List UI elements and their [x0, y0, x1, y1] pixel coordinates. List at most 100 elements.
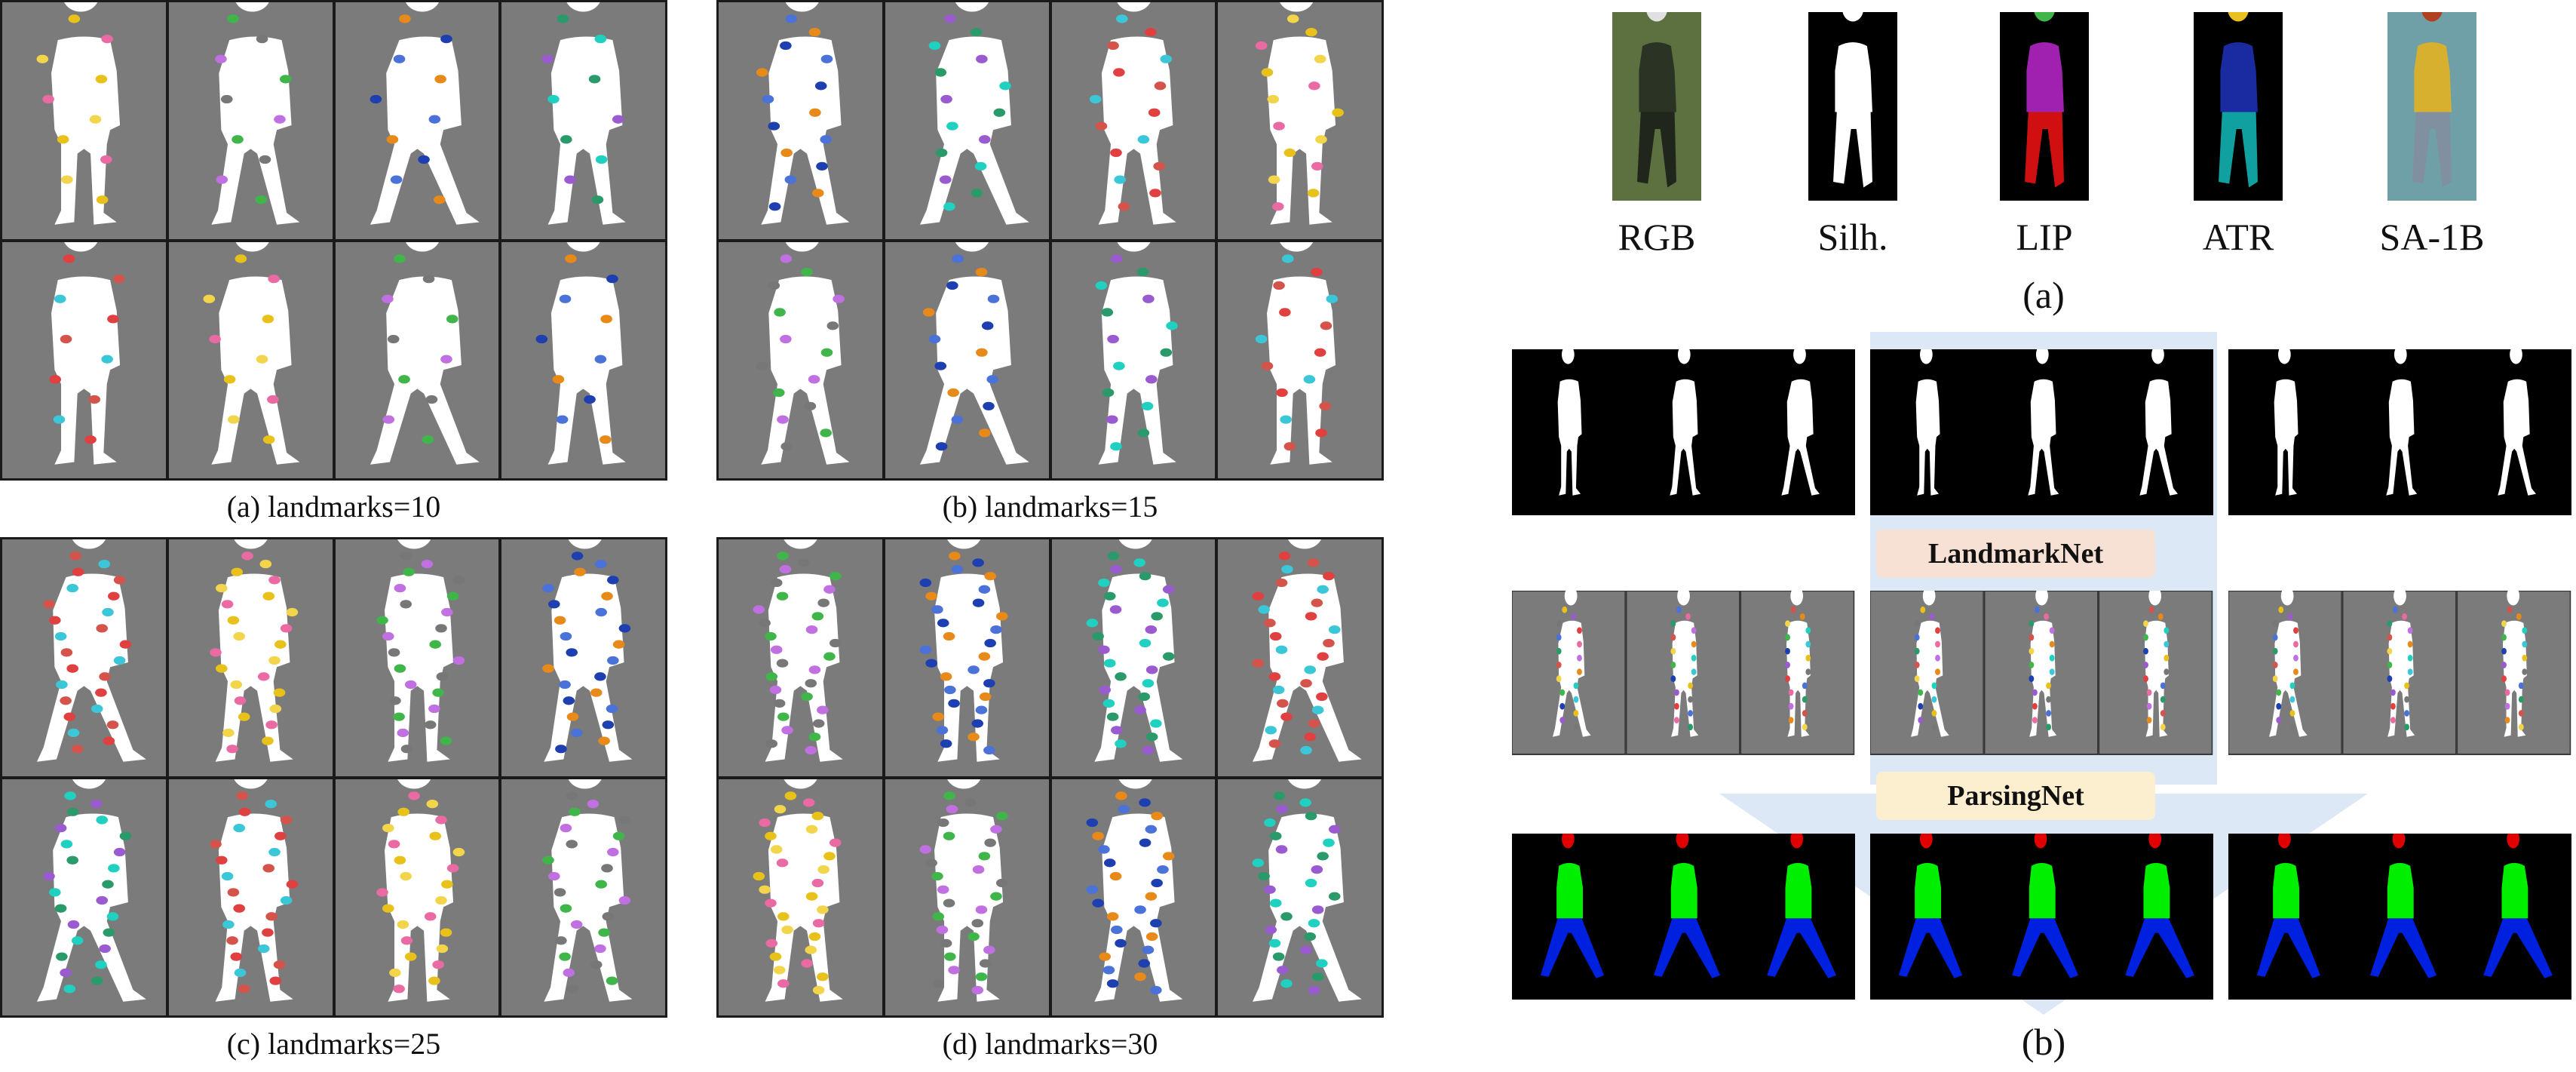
silhouette-frame: [1218, 779, 1382, 1015]
landmark-point: [1109, 441, 1122, 450]
landmark-point: [2287, 613, 2293, 620]
landmark-point: [2390, 689, 2396, 696]
label-sa1b: SA-1B: [2379, 216, 2485, 258]
landmark-point: [95, 75, 108, 84]
pipeline-figure: [1767, 834, 1836, 978]
landmark-point: [66, 855, 79, 865]
landmark-point: [979, 958, 992, 968]
landmark-point: [1268, 672, 1281, 681]
landmark-point: [67, 920, 80, 929]
landmark-point: [1145, 733, 1158, 742]
landmark-point: [934, 68, 946, 77]
landmark-point: [440, 928, 452, 937]
landmark-point: [1273, 281, 1286, 290]
landmark-point: [98, 559, 111, 569]
landmark-point: [613, 831, 625, 840]
landmark-point: [2029, 634, 2035, 641]
landmark-point: [1676, 606, 1682, 613]
silhouette-figure: [211, 241, 300, 465]
landmark-grid-d: [716, 537, 1384, 1018]
landmark-figure: [209, 539, 298, 762]
thumb-silhouette: [1808, 12, 1897, 201]
landmark-point: [931, 871, 943, 880]
thumb-silhouette-image: [1808, 12, 1897, 201]
silhouette-row-3-image: [2274, 349, 2536, 496]
landmark-point: [256, 355, 268, 364]
landmark-point: [268, 656, 281, 665]
landmark-point: [1931, 696, 1937, 703]
landmark-point: [1264, 619, 1276, 628]
landmark-point: [970, 28, 983, 37]
landmark-point: [382, 631, 394, 641]
landmark-point: [993, 108, 1005, 117]
landmark-point: [940, 938, 952, 948]
landmark-point: [1115, 14, 1128, 23]
landmark-point: [594, 672, 606, 681]
landmark-point: [269, 975, 281, 985]
landmark-point: [1670, 675, 1676, 683]
landmark-point: [440, 880, 453, 889]
landmark-point: [584, 395, 596, 404]
landmark-point: [2404, 682, 2410, 690]
landmark-point: [1137, 135, 1149, 144]
landmark-point: [1150, 878, 1163, 887]
landmark-point: [809, 108, 821, 117]
landmark-point: [1165, 321, 1178, 330]
landmark-point: [434, 624, 447, 633]
landmark-point: [2160, 710, 2166, 717]
landmark-figure: [1086, 539, 1182, 762]
landmark-point: [396, 920, 409, 929]
landmark-point: [776, 591, 789, 601]
landmark-point: [1308, 81, 1320, 91]
caption-landmarks-d: (d) landmarks=30: [942, 1027, 1158, 1061]
landmark-point: [1670, 647, 1676, 655]
silhouette-frame: [168, 241, 333, 478]
landmark-point: [1577, 654, 1582, 662]
landmark-point: [422, 274, 434, 283]
landmark-figure: [1252, 779, 1362, 1002]
pipeline-figure: [1740, 591, 1855, 755]
landmark-point: [1918, 689, 1924, 696]
landmark-point: [947, 699, 960, 708]
landmark-point: [99, 672, 111, 681]
landmark-point: [103, 928, 115, 937]
landmark-point: [817, 865, 830, 874]
landmark-point: [1805, 627, 1811, 634]
landmark-point: [1156, 598, 1169, 607]
landmark-figure: [1086, 779, 1182, 1002]
landmark-point: [802, 797, 815, 807]
silhouette-frame: [168, 2, 333, 239]
landmark-point: [231, 567, 243, 576]
landmark-point: [108, 591, 120, 601]
landmark-point: [2387, 662, 2393, 668]
landmark-figure: [36, 779, 146, 1002]
landmark-point: [563, 696, 575, 705]
landmark-point: [829, 638, 842, 648]
landmark-point: [1150, 612, 1163, 621]
landmark-point: [560, 904, 572, 913]
landmark-point: [555, 745, 567, 754]
landmark-point: [566, 712, 579, 721]
landmark-point: [1319, 401, 1332, 410]
landmark-point: [214, 54, 227, 63]
label-rgb: RGB: [1618, 216, 1696, 258]
landmark-point: [216, 175, 228, 184]
landmark-point: [774, 804, 787, 813]
landmark-point: [421, 559, 433, 569]
landmark-point: [607, 847, 619, 856]
landmark-point: [946, 281, 958, 290]
landmark-point: [1315, 428, 1328, 437]
silhouette-figure: [765, 779, 843, 1002]
landmark-point: [1918, 717, 1924, 723]
landmark-point: [829, 838, 842, 847]
landmark-point: [931, 605, 943, 614]
landmark-point: [1145, 932, 1158, 941]
landmark-point: [1280, 414, 1293, 424]
landmark-point: [262, 863, 274, 873]
landmark-point: [1785, 647, 1790, 655]
landmark-point: [274, 640, 287, 649]
landmark-point: [1133, 705, 1146, 714]
landmark-point: [1920, 606, 1926, 613]
landmark-point: [812, 918, 825, 927]
landmark-point: [434, 815, 447, 825]
